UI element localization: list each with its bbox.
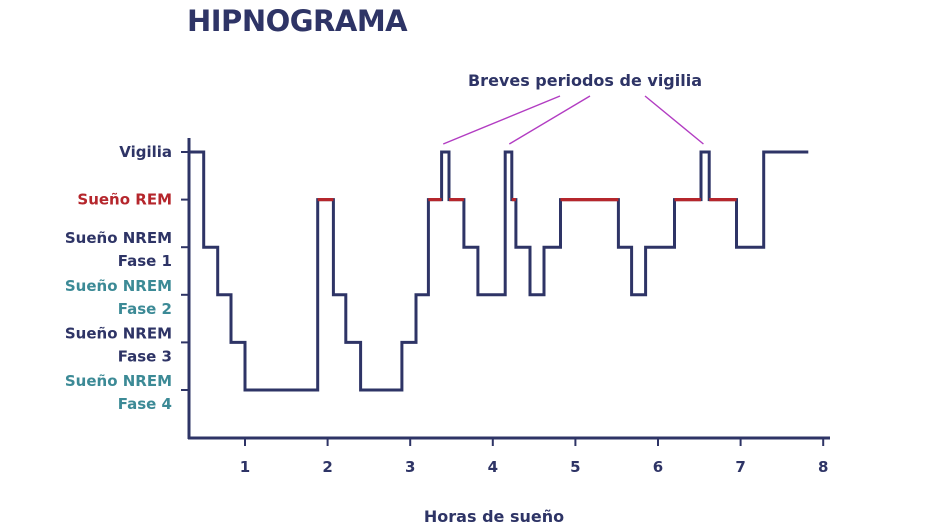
y-level-label: Sueño NREM: [65, 324, 172, 342]
x-tick-label: 7: [735, 458, 745, 476]
y-level-label: Fase 4: [118, 395, 172, 413]
hypnogram-line: [189, 150, 809, 392]
x-tick-label: 1: [240, 458, 250, 476]
y-level-label: Vigilia: [119, 143, 172, 161]
y-axis-labels: Vigilia Sueño REM Sueño NREM Fase 1 Sueño NR…: [65, 143, 172, 413]
x-tick-label: 4: [488, 458, 498, 476]
x-tick-label: 6: [653, 458, 663, 476]
x-axis-title: Horas de sueño: [424, 507, 564, 526]
y-level-label: Fase 2: [118, 300, 172, 318]
annotation-pointers: [442, 95, 704, 145]
y-level-label: Sueño REM: [77, 191, 172, 209]
x-tick-label: 8: [818, 458, 828, 476]
y-level-label: Fase 1: [118, 252, 172, 270]
annotation-pointer: [442, 95, 561, 145]
y-level-label: Sueño NREM: [65, 229, 172, 247]
chart-title: HIPNOGRAMA: [187, 4, 408, 38]
annotation-pointer: [644, 95, 704, 145]
y-level-label: Sueño NREM: [65, 372, 172, 390]
annotation-pointer: [508, 95, 591, 145]
x-tick-label: 2: [322, 458, 332, 476]
y-level-label: Sueño NREM: [65, 277, 172, 295]
x-tick-label: 3: [405, 458, 415, 476]
y-level-label: Fase 3: [118, 347, 172, 365]
x-tick-label: 5: [570, 458, 580, 476]
annotation-text: Breves periodos de vigilia: [468, 71, 702, 90]
x-axis-ticks: 1 2 3 4 5 6 7 8: [240, 438, 828, 476]
